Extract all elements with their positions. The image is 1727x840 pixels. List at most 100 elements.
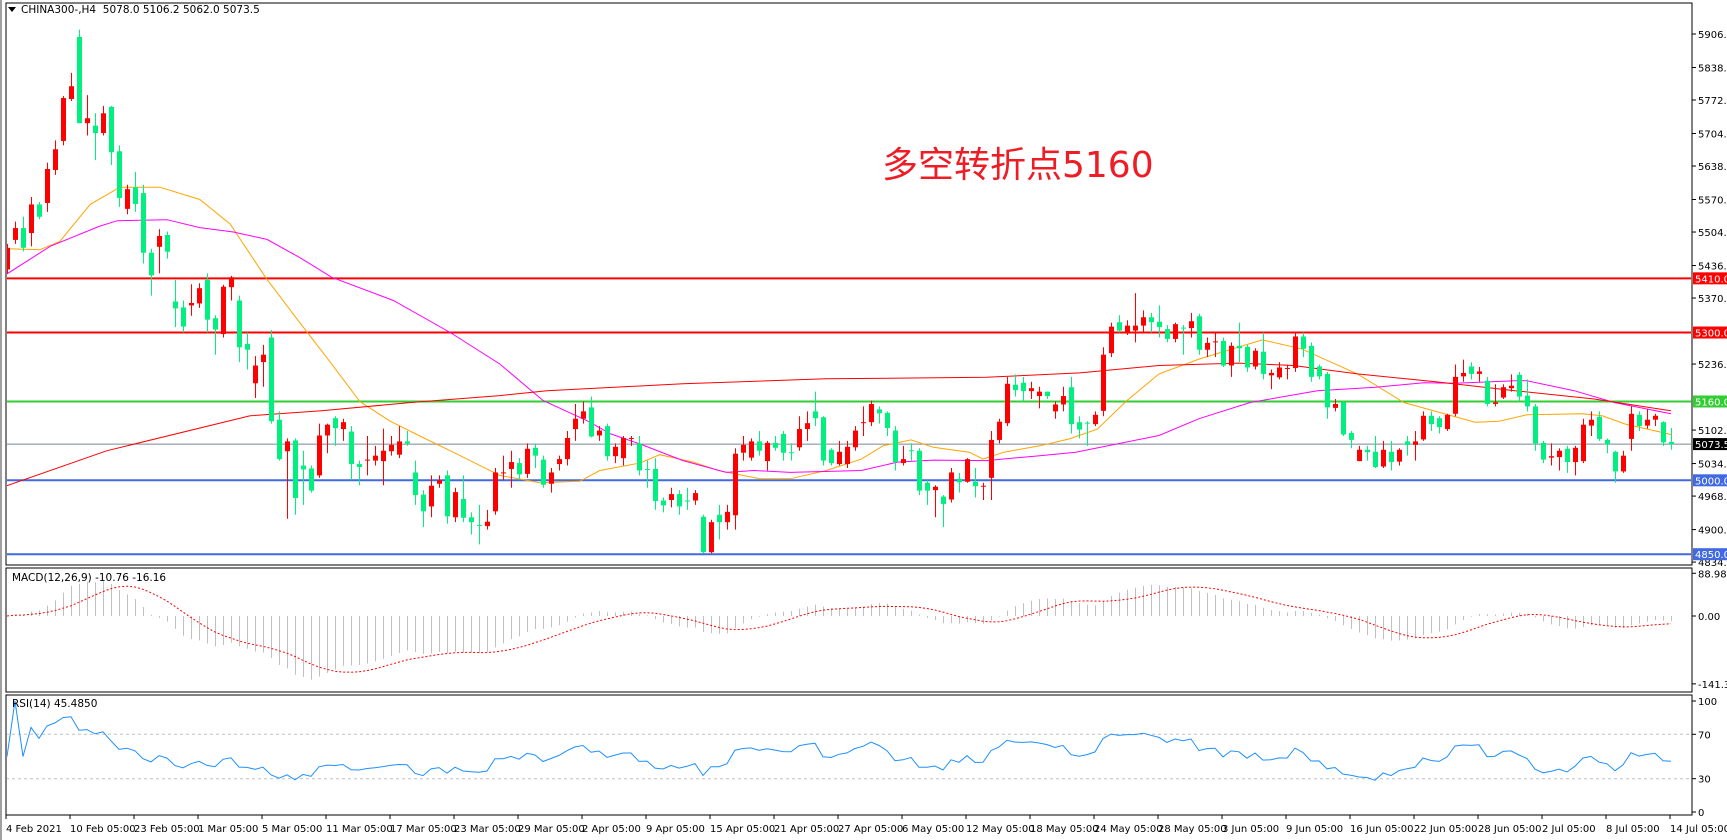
candle[interactable]	[333, 416, 338, 446]
candle[interactable]	[29, 197, 34, 247]
candle[interactable]	[565, 431, 570, 466]
candle[interactable]	[861, 406, 866, 436]
candle[interactable]	[93, 113, 98, 161]
candle[interactable]	[581, 401, 586, 424]
candle[interactable]	[1573, 445, 1578, 476]
candle[interactable]	[1493, 384, 1498, 407]
candle[interactable]	[317, 423, 322, 478]
candle[interactable]	[245, 332, 250, 370]
candle[interactable]	[1357, 445, 1362, 462]
candle[interactable]	[1389, 440, 1394, 471]
candle[interactable]	[605, 423, 610, 461]
candle[interactable]	[21, 216, 26, 252]
candle[interactable]	[485, 509, 490, 530]
candle[interactable]	[829, 448, 834, 466]
candle[interactable]	[637, 435, 642, 476]
candle[interactable]	[949, 467, 954, 503]
candle[interactable]	[1589, 411, 1594, 436]
candle[interactable]	[1597, 411, 1602, 441]
candle[interactable]	[645, 460, 650, 488]
candle[interactable]	[237, 295, 242, 363]
candle[interactable]	[205, 273, 210, 333]
candle[interactable]	[117, 145, 122, 207]
candle[interactable]	[1613, 450, 1618, 483]
candle[interactable]	[69, 72, 74, 101]
candle[interactable]	[1301, 332, 1306, 358]
candle[interactable]	[941, 495, 946, 528]
candle[interactable]	[717, 504, 722, 540]
candle[interactable]	[909, 443, 914, 461]
candle[interactable]	[1621, 450, 1626, 473]
candle[interactable]	[1253, 348, 1258, 370]
candle[interactable]	[1317, 364, 1322, 380]
candle[interactable]	[789, 443, 794, 461]
candle[interactable]	[413, 460, 418, 505]
candle[interactable]	[981, 482, 986, 501]
candle[interactable]	[253, 356, 258, 399]
candle[interactable]	[1605, 438, 1610, 454]
candle[interactable]	[1197, 313, 1202, 355]
candle[interactable]	[925, 480, 930, 505]
candle[interactable]	[365, 435, 370, 476]
candle[interactable]	[845, 440, 850, 468]
candle[interactable]	[1093, 411, 1098, 427]
candle[interactable]	[1381, 440, 1386, 468]
candle[interactable]	[1013, 374, 1018, 397]
candle[interactable]	[1165, 325, 1170, 343]
candle[interactable]	[357, 460, 362, 486]
candle[interactable]	[149, 248, 154, 296]
candle[interactable]	[869, 400, 874, 427]
candle[interactable]	[1021, 376, 1026, 402]
candle[interactable]	[1309, 342, 1314, 382]
chart-annotation-text[interactable]: 多空转折点5160	[882, 145, 1154, 186]
candle[interactable]	[509, 450, 514, 488]
candle[interactable]	[957, 472, 962, 493]
candle[interactable]	[461, 475, 466, 523]
candle[interactable]	[197, 283, 202, 308]
candle[interactable]	[709, 519, 714, 554]
candle[interactable]	[1213, 332, 1218, 358]
candle[interactable]	[77, 29, 82, 124]
candle[interactable]	[13, 221, 18, 244]
candle[interactable]	[421, 490, 426, 528]
candle[interactable]	[797, 416, 802, 451]
candle[interactable]	[805, 411, 810, 441]
candle[interactable]	[1461, 359, 1466, 382]
candle[interactable]	[1069, 376, 1074, 434]
candle[interactable]	[109, 105, 114, 166]
candle[interactable]	[1413, 431, 1418, 461]
candle[interactable]	[1349, 431, 1354, 449]
candle[interactable]	[45, 162, 50, 212]
candle[interactable]	[1085, 421, 1090, 446]
candle[interactable]	[221, 284, 226, 338]
candle[interactable]	[821, 416, 826, 466]
candle[interactable]	[1629, 406, 1634, 451]
candle[interactable]	[525, 443, 530, 478]
candle[interactable]	[469, 512, 474, 535]
candle[interactable]	[693, 490, 698, 505]
candle[interactable]	[557, 455, 562, 471]
candle[interactable]	[229, 275, 234, 301]
candle[interactable]	[501, 455, 506, 481]
candle[interactable]	[1237, 322, 1242, 363]
candle[interactable]	[1541, 440, 1546, 464]
candle[interactable]	[397, 426, 402, 459]
candle[interactable]	[781, 431, 786, 461]
candle[interactable]	[1533, 403, 1538, 451]
candle[interactable]	[1429, 411, 1434, 432]
candle[interactable]	[349, 426, 354, 481]
candle[interactable]	[725, 504, 730, 530]
candle[interactable]	[373, 445, 378, 466]
candle[interactable]	[893, 426, 898, 471]
candle[interactable]	[1365, 445, 1370, 461]
candle[interactable]	[1173, 322, 1178, 343]
candle[interactable]	[453, 487, 458, 523]
candle[interactable]	[1101, 347, 1106, 417]
candle[interactable]	[1181, 325, 1186, 355]
candle[interactable]	[1517, 371, 1522, 402]
candle[interactable]	[1269, 369, 1274, 390]
candle[interactable]	[813, 391, 818, 427]
candle[interactable]	[1189, 312, 1194, 338]
candle[interactable]	[989, 431, 994, 501]
